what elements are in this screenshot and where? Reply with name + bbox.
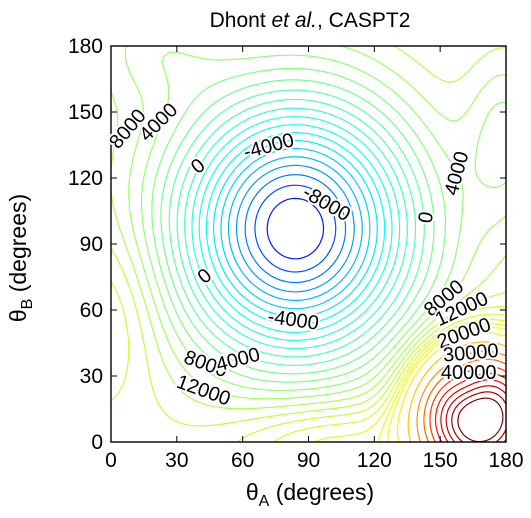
contour-label: 4000 xyxy=(135,99,182,146)
contour-line xyxy=(151,67,446,383)
contour-line xyxy=(429,365,507,443)
contour-line xyxy=(184,107,408,350)
y-tick-label: 90 xyxy=(80,233,103,256)
contour-line xyxy=(205,132,386,326)
contour-line xyxy=(168,89,425,366)
contour-line xyxy=(176,98,417,358)
contour-line xyxy=(273,313,507,443)
x-axis-label: θA (degrees) xyxy=(246,479,374,510)
contour-label: 0 xyxy=(414,210,438,225)
plot-area: 800040000-4000-8000400000-40008000400012… xyxy=(103,45,507,443)
contour-line xyxy=(160,79,435,375)
x-tick-label: 30 xyxy=(165,449,188,472)
contour-line xyxy=(244,174,347,284)
contour-line xyxy=(440,379,507,443)
contour-line xyxy=(227,156,363,301)
contour-line xyxy=(457,397,504,443)
x-axis-tick-labels: 0 30 60 90 120 150 180 xyxy=(105,449,523,472)
y-axis-label: θB (degrees) xyxy=(5,194,36,322)
contour-label: 40000 xyxy=(441,362,497,384)
contour-line xyxy=(140,51,507,391)
contour-label: 0 xyxy=(187,154,210,178)
chart-title: Dhont et al., CASPT2 xyxy=(210,9,411,32)
x-tick-label: 90 xyxy=(297,449,320,472)
contour-line xyxy=(407,341,507,443)
axis-subscript: B xyxy=(19,299,36,310)
contour-line xyxy=(110,45,507,410)
contour-line xyxy=(110,281,507,443)
x-tick-label: 150 xyxy=(423,449,458,472)
contour-line xyxy=(213,140,378,318)
title-part: Dhont xyxy=(210,9,272,32)
x-tick-label: 60 xyxy=(231,449,254,472)
contour-label: 4000 xyxy=(441,149,474,198)
title-part: , CASPT2 xyxy=(317,9,410,32)
title-part: et al. xyxy=(271,9,317,32)
contour-label: 0 xyxy=(194,264,217,288)
contour-line xyxy=(254,184,337,273)
contour-lines xyxy=(110,45,507,443)
y-axis-tick-labels: 0 30 60 90 120 150 180 xyxy=(68,35,103,454)
contour-line xyxy=(198,124,393,333)
y-tick-label: 120 xyxy=(68,167,103,190)
contour-line xyxy=(445,385,507,443)
axis-unit: (degrees) xyxy=(5,194,31,299)
y-tick-label: 60 xyxy=(80,299,103,322)
contour-line xyxy=(377,322,507,443)
y-tick-label: 0 xyxy=(91,431,103,454)
axis-subscript: A xyxy=(259,493,270,510)
contour-label: -4000 xyxy=(241,129,296,163)
contour-line xyxy=(110,247,507,427)
contour-line xyxy=(396,332,507,443)
axis-symbol: θ xyxy=(246,479,259,505)
x-tick-label: 0 xyxy=(105,449,117,472)
y-tick-label: 180 xyxy=(68,35,103,58)
contour-line xyxy=(191,116,401,341)
y-tick-label: 30 xyxy=(80,365,103,388)
contour-line xyxy=(220,148,371,310)
contour-line xyxy=(451,391,507,443)
x-tick-label: 180 xyxy=(488,449,523,472)
axis-unit: (degrees) xyxy=(269,479,374,505)
axis-ticks xyxy=(110,45,507,443)
axis-symbol: θ xyxy=(5,309,31,322)
contour-line xyxy=(235,164,355,293)
y-tick-label: 150 xyxy=(68,101,103,124)
contour-label: -8000 xyxy=(299,181,354,226)
contour-line xyxy=(423,358,507,443)
contour-line xyxy=(266,197,325,260)
x-tick-label: 120 xyxy=(357,449,392,472)
contour-line xyxy=(416,350,507,443)
contour-label: 4000 xyxy=(214,344,263,377)
contour-line xyxy=(124,45,507,400)
contour-line xyxy=(387,326,507,443)
